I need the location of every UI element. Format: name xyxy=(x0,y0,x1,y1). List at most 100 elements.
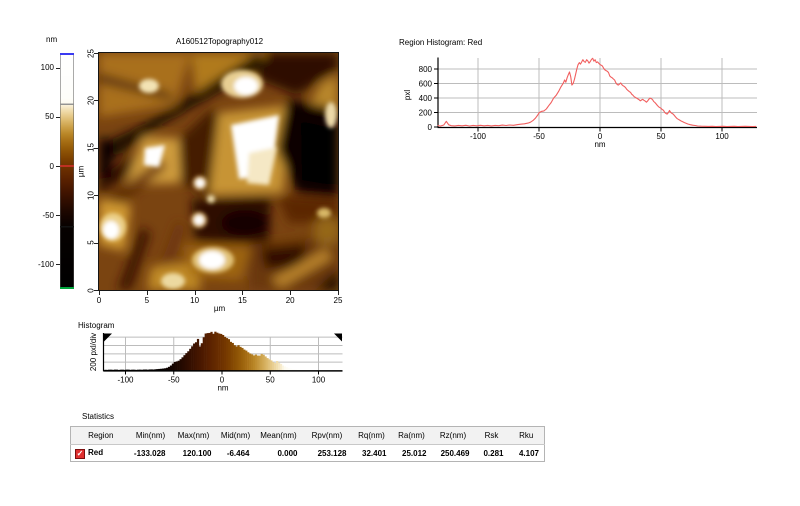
statistic-value: -133.028 xyxy=(133,448,166,458)
height-hist-bar xyxy=(229,341,232,371)
colorbar[interactable] xyxy=(60,53,74,289)
zero-marker[interactable] xyxy=(60,165,74,167)
afm-x-tick xyxy=(290,291,292,295)
height-hist-x-tick-label: 100 xyxy=(312,376,326,385)
height-hist-bar xyxy=(256,355,259,371)
afm-y-tick xyxy=(94,290,98,291)
height-hist-bar xyxy=(218,333,221,371)
colorbar-tick-label: 100 xyxy=(40,63,54,73)
statistics-column-header: Mid(nm) xyxy=(216,426,255,445)
afm-topography-image[interactable] xyxy=(99,53,338,290)
colorbar-tick-label: 0 xyxy=(49,161,54,171)
height-hist-bar xyxy=(162,368,165,371)
height-hist-bar xyxy=(237,345,240,371)
height-hist-bar xyxy=(264,356,267,371)
height-hist-bar xyxy=(187,351,190,371)
height-hist-bar xyxy=(173,361,176,371)
region-hist-curve-red xyxy=(437,57,757,128)
height-hist-bar xyxy=(225,338,229,371)
height-hist-bar xyxy=(231,342,234,371)
colorbar-tick xyxy=(56,116,60,118)
statistics-column-header: Rq(nm) xyxy=(351,426,392,445)
statistics-header-row: Region Min(nm) Max(nm) Mid(nm) Mean(nm) Rpv(n… xyxy=(70,426,545,445)
height-hist-bar xyxy=(204,333,207,371)
height-histogram-plot: -100 -50 0 50 100 nm 200 pxl/div xyxy=(89,331,344,393)
height-hist-bar xyxy=(235,346,238,371)
height-hist-bar xyxy=(181,357,184,371)
upper-clip-marker[interactable] xyxy=(60,103,74,105)
height-hist-bar xyxy=(137,369,140,371)
afm-y-tick xyxy=(94,242,98,244)
height-hist-bar xyxy=(291,368,294,371)
height-hist-bar xyxy=(169,365,173,371)
height-hist-bar xyxy=(150,369,153,371)
region-hist-y-tick-label: 800 xyxy=(419,65,433,74)
height-hist-right-range-flag[interactable] xyxy=(334,333,342,342)
height-hist-bar xyxy=(164,368,167,371)
region-label: Red xyxy=(88,447,104,457)
height-hist-bar xyxy=(227,339,231,371)
height-hist-x-tick-label: -50 xyxy=(168,376,180,385)
height-hist-bar xyxy=(139,369,142,371)
height-hist-bar xyxy=(268,359,271,371)
afm-y-tick xyxy=(94,53,98,54)
height-hist-y-axis-label: 200 pxl/div xyxy=(89,333,98,371)
region-checkbox[interactable]: ✓ xyxy=(75,448,85,459)
statistics-panel: Region Min(nm) Max(nm) Mid(nm) Mean(nm) Rpv(n… xyxy=(70,426,545,462)
afm-image-title: A160512Topography012 xyxy=(175,37,264,46)
statistic-value: 250.469 xyxy=(440,448,470,458)
afm-y-tick-label: 20 xyxy=(86,95,96,105)
statistics-column-header: Max(nm) xyxy=(170,426,217,445)
region-hist-y-tick-label: 400 xyxy=(419,94,433,103)
height-hist-bar xyxy=(208,332,211,371)
region-hist-x-tick-label: 0 xyxy=(598,132,603,141)
height-hist-bar xyxy=(277,362,281,371)
afm-y-tick-label: 10 xyxy=(86,190,96,200)
statistics-row-red: ✓ Red -133.028 120.100 -6.464 0.000 253.128 32.… xyxy=(71,445,545,462)
statistics-title: Statistics xyxy=(82,412,115,421)
height-hist-bar xyxy=(210,331,213,371)
region-hist-x-axis-label: nm xyxy=(594,140,605,148)
colorbar-tick-label: -50 xyxy=(42,210,54,220)
height-hist-bar xyxy=(214,331,217,371)
afm-y-tick xyxy=(94,195,98,197)
height-hist-x-tick-label: 50 xyxy=(266,376,275,385)
height-hist-x-axis-label: nm xyxy=(217,384,228,393)
afm-x-tick xyxy=(99,291,100,295)
height-hist-left-range-flag[interactable] xyxy=(104,333,112,342)
height-hist-bar xyxy=(140,369,144,371)
height-hist-bar xyxy=(289,368,292,371)
height-hist-bar xyxy=(295,369,298,371)
height-hist-bar xyxy=(247,352,250,371)
height-hist-x-tick-label: 0 xyxy=(220,376,225,385)
statistics-column-header: Rz(nm) xyxy=(431,426,475,445)
height-hist-bar xyxy=(146,369,149,371)
statistics-column-header: Mean(nm) xyxy=(254,426,303,445)
afm-y-tick-label: 25 xyxy=(86,48,96,58)
height-hist-bar xyxy=(185,353,188,371)
statistics-column-header: Region xyxy=(70,426,131,445)
height-hist-bar xyxy=(260,353,263,371)
height-hist-bar xyxy=(270,360,273,371)
height-hist-bar xyxy=(108,369,111,371)
height-hist-bar xyxy=(206,333,209,371)
height-hist-bar xyxy=(297,369,300,371)
height-hist-bar xyxy=(125,369,128,371)
statistic-value: 120.100 xyxy=(182,448,212,458)
height-hist-bar xyxy=(142,369,146,371)
afm-x-tick xyxy=(146,291,148,295)
region-hist-x-tick-label: 100 xyxy=(715,132,729,141)
lower-clip-marker[interactable] xyxy=(60,226,74,228)
colorbar-tick-label: 50 xyxy=(45,112,54,122)
height-hist-bar xyxy=(127,369,130,371)
statistic-value: 32.401 xyxy=(362,448,387,458)
afm-x-tick-label: 10 xyxy=(190,296,200,305)
height-hist-bar xyxy=(144,369,148,371)
height-hist-x-tick-label: -100 xyxy=(117,376,134,385)
max-marker[interactable] xyxy=(60,53,74,55)
height-hist-bar xyxy=(285,367,288,371)
height-hist-bar xyxy=(287,367,290,371)
height-hist-bar xyxy=(194,342,198,371)
afm-x-tick xyxy=(338,291,339,295)
min-marker[interactable] xyxy=(60,287,74,289)
